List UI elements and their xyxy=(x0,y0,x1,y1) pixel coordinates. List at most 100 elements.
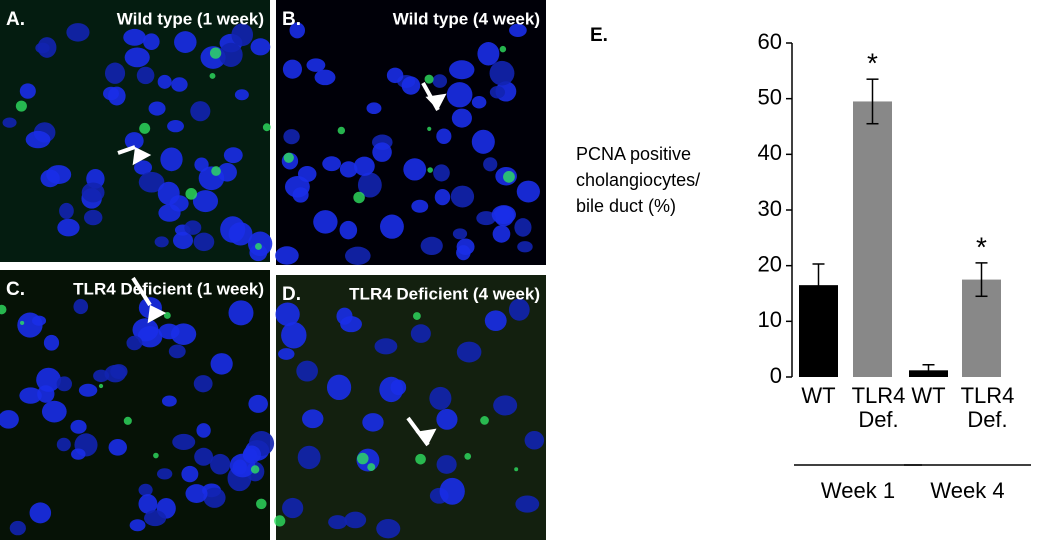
panel-letter: D. xyxy=(282,284,301,305)
green-signal xyxy=(499,45,507,53)
nucleus xyxy=(210,353,233,375)
nucleus xyxy=(292,187,309,203)
nucleus xyxy=(196,423,211,438)
panel-letter: B. xyxy=(282,9,301,30)
nucleus xyxy=(172,433,196,451)
nucleus xyxy=(234,89,249,101)
nucleus xyxy=(449,60,475,80)
green-signal xyxy=(337,126,346,135)
arrow-head xyxy=(147,305,167,324)
nucleus xyxy=(434,188,451,206)
nucleus xyxy=(78,383,98,397)
nucleus xyxy=(344,511,367,529)
nucleus xyxy=(249,244,268,262)
nucleus xyxy=(322,156,341,172)
arrow xyxy=(117,145,136,155)
nucleus xyxy=(174,31,197,54)
nucleus xyxy=(161,395,177,407)
green-signal xyxy=(427,126,432,131)
nucleus xyxy=(524,430,545,450)
nucleus xyxy=(278,348,295,360)
nucleus xyxy=(403,158,427,181)
green-signal xyxy=(424,74,434,84)
error-bar xyxy=(975,262,988,298)
nucleus xyxy=(19,83,36,99)
nucleus xyxy=(136,66,155,85)
bar xyxy=(853,101,892,377)
nucleus xyxy=(275,246,299,265)
panel-letter: C. xyxy=(6,279,25,300)
nucleus xyxy=(43,334,60,351)
nucleus xyxy=(171,77,188,92)
nucleus xyxy=(250,38,271,56)
green-signal xyxy=(503,170,515,183)
y-axis-label: cholangiocytes/ xyxy=(576,170,700,190)
nucleus xyxy=(302,409,324,429)
green-signal xyxy=(357,452,369,465)
arrow xyxy=(131,276,152,307)
nucleus xyxy=(450,185,475,208)
nucleus xyxy=(59,202,74,219)
green-signal xyxy=(415,453,426,465)
error-bar xyxy=(812,263,825,308)
nucleus xyxy=(160,147,183,172)
y-axis-label: bile duct (%) xyxy=(576,196,676,216)
nucleus xyxy=(289,22,306,39)
nucleus xyxy=(491,205,516,225)
x-tick-label: WT xyxy=(801,383,836,408)
nucleus xyxy=(484,310,507,331)
nucleus xyxy=(143,33,160,51)
green-signal xyxy=(274,515,286,527)
green-signal xyxy=(153,452,159,459)
nucleus xyxy=(411,199,429,213)
nucleus xyxy=(471,95,487,109)
nucleus xyxy=(516,180,540,203)
green-signal xyxy=(123,416,132,425)
nucleus xyxy=(379,214,404,239)
nucleus xyxy=(137,326,163,348)
nucleus xyxy=(283,129,300,145)
nucleus xyxy=(439,477,465,505)
nucleus xyxy=(138,483,153,497)
x-tick-label: TLR4 Def. xyxy=(851,383,906,432)
green-signal xyxy=(514,467,519,472)
nucleus xyxy=(57,218,80,237)
nucleus xyxy=(223,147,243,164)
nucleus xyxy=(340,316,362,333)
nucleus xyxy=(492,225,511,243)
significance-marker: * xyxy=(976,231,987,262)
nucleus xyxy=(297,445,321,470)
group-label: Week 1 xyxy=(821,478,895,503)
nucleus xyxy=(172,231,194,250)
nucleus xyxy=(477,42,500,66)
nucleus xyxy=(2,117,17,128)
green-signal xyxy=(353,191,365,204)
panel-title: Wild type (4 week) xyxy=(393,9,540,28)
nucleus xyxy=(66,23,90,42)
green-signal xyxy=(98,383,104,389)
nucleus xyxy=(372,142,392,162)
nucleus xyxy=(282,497,304,519)
nucleus xyxy=(203,487,226,508)
nucleus xyxy=(228,300,254,326)
nucleus xyxy=(366,102,382,115)
nucleus xyxy=(193,232,215,252)
nucleus xyxy=(184,220,202,235)
nucleus xyxy=(104,62,126,84)
nucleus xyxy=(452,228,468,240)
nucleus xyxy=(123,28,146,46)
nucleus xyxy=(432,74,448,88)
nucleus xyxy=(25,130,51,149)
nucleus xyxy=(210,453,231,475)
nucleus xyxy=(357,172,382,198)
nucleus xyxy=(451,108,472,128)
nucleus xyxy=(456,245,471,261)
panel-title: TLR4 Deficient (4 week) xyxy=(349,284,540,303)
nucleus xyxy=(374,338,398,355)
green-signal xyxy=(209,73,216,79)
y-tick-label: 40 xyxy=(758,140,782,165)
nucleus xyxy=(306,58,326,72)
nucleus xyxy=(170,323,197,345)
nucleus xyxy=(194,447,214,466)
